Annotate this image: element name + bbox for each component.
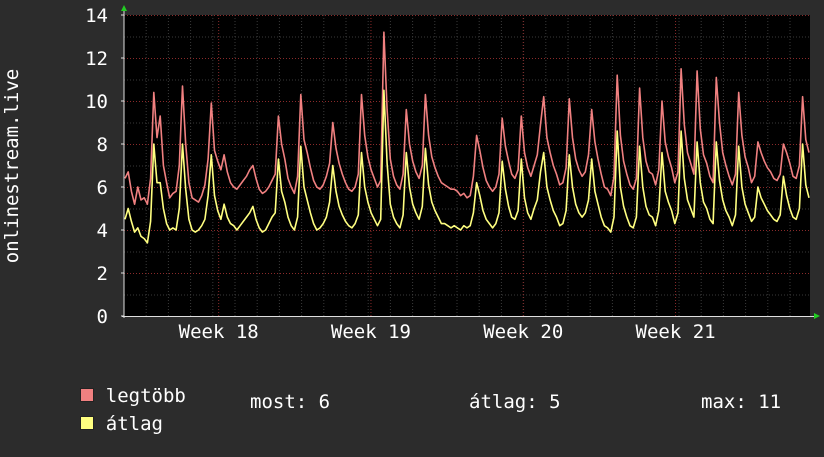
y-tick-label: 10 <box>85 91 108 113</box>
y-tick-label: 14 <box>85 5 108 27</box>
y-tick-label: 4 <box>97 220 108 242</box>
x-tick-label: Week 21 <box>636 321 716 343</box>
legend-swatch-max <box>79 388 94 402</box>
y-axis-arrow-icon <box>121 5 127 11</box>
y-axis-label: onlinestream.live <box>1 69 23 263</box>
stat-now: most: 6 <box>250 391 331 413</box>
y-tick-label: 6 <box>97 177 108 199</box>
y-tick-label: 8 <box>97 134 108 156</box>
axes <box>121 5 820 319</box>
y-tick-label: 2 <box>97 263 108 285</box>
series-line-avg <box>124 89 810 244</box>
stat-max: max: 11 <box>701 391 782 413</box>
line-chart: 0 2 4 6 8 10 12 14 Week 18 Week 19 Week 20 Week 21… <box>1 5 820 343</box>
y-tick-label: 0 <box>97 306 108 328</box>
series-line-max <box>124 31 810 205</box>
stat-average: átlag: 5 <box>469 391 561 413</box>
x-tick-label: Week 19 <box>331 321 411 343</box>
x-tick-label: Week 20 <box>483 321 563 343</box>
legend-label-avg: átlag <box>105 413 163 435</box>
legend-item-avg: átlag <box>34 391 163 457</box>
y-tick-labels: 0 2 4 6 8 10 12 14 <box>85 5 108 328</box>
chart-panel: 0 2 4 6 8 10 12 14 Week 18 Week 19 Week 20 Week 21… <box>1 5 820 435</box>
legend-label-max: legtöbb <box>105 385 186 407</box>
legend-item-max: legtöbb <box>34 363 186 429</box>
series-layer <box>124 31 810 244</box>
y-tick-label: 12 <box>85 48 108 70</box>
legend-swatch-avg <box>79 416 94 430</box>
x-axis-arrow-icon <box>814 313 820 319</box>
x-tick-labels: Week 18 Week 19 Week 20 Week 21 <box>179 321 716 343</box>
x-tick-label: Week 18 <box>179 321 259 343</box>
